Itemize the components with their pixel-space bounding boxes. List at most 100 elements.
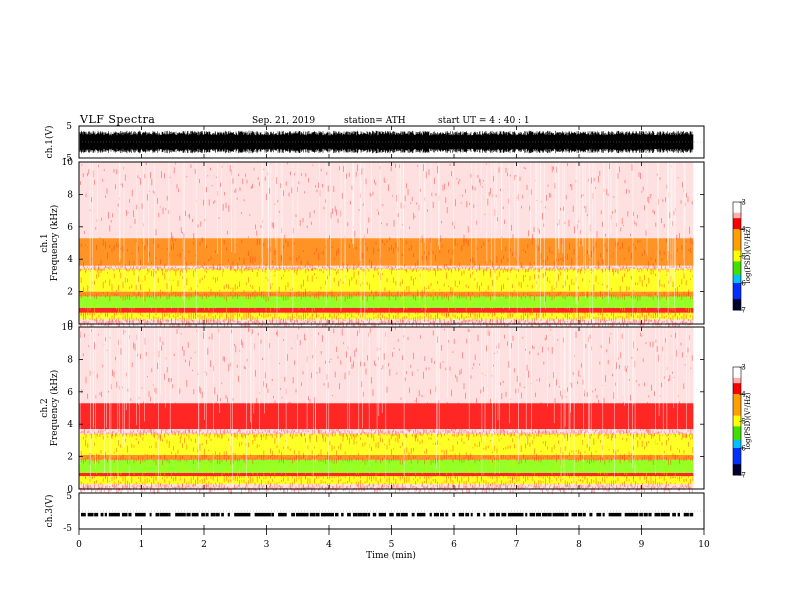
- ch1-spectrogram-yticks: 0 2 4 6 8 10: [62, 158, 704, 330]
- colorbar-cell: [733, 450, 741, 454]
- spectrogram-band-fill-3: [79, 296, 694, 308]
- colorbar-cell: [733, 402, 741, 406]
- colorbar-cell: [733, 445, 741, 449]
- colorbar-cell: [733, 229, 741, 233]
- colorbar-cell: [733, 210, 741, 214]
- ch2-spectrogram-panel: 0 2 4 6 8 10 ch.2 Frequency (kHz): [40, 323, 705, 495]
- spectrogram-band-fill-1: [79, 312, 694, 320]
- colorbar-cell: [733, 461, 741, 465]
- colorbar-cell: [733, 442, 741, 446]
- ch1-colorbar-label: log(PSD)(V²/Hz): [744, 226, 752, 283]
- xtick-label: 8: [576, 540, 582, 550]
- colorbar-cell: [733, 304, 741, 308]
- colorbar-cell: [733, 394, 741, 398]
- spectrogram-band-fill-2: [79, 472, 694, 477]
- colorbar-cell: [733, 369, 741, 373]
- colorbar-cell: [733, 239, 741, 243]
- ch3-waveform-ylabel: ch.3(V): [44, 495, 55, 528]
- ytick-label: 6: [67, 223, 73, 233]
- colorbar-cell: [733, 245, 741, 249]
- colorbar-cell: [733, 204, 741, 208]
- colorbar-cell: [733, 469, 741, 473]
- ch3-ytick-top: 5: [66, 492, 72, 502]
- colorbar-cell: [733, 375, 741, 379]
- spectrogram-band-fill-2: [79, 307, 694, 313]
- ch2-colorbar: -3 -4 -5 -6 -7 log(PSD)(V²/Hz): [732, 364, 752, 480]
- colorbar-cell: [733, 280, 741, 284]
- ytick-label: 8: [67, 355, 73, 365]
- colorbar-cell: [733, 385, 741, 390]
- spectrogram-band-fill-3: [79, 459, 694, 473]
- ch1-colorbar-gradient: [732, 201, 742, 311]
- ch1-waveform-panel: 5 -5 ch.1(V): [44, 122, 705, 164]
- ytick-label: 8: [67, 190, 73, 200]
- ytick-label: 4: [67, 255, 73, 265]
- spectrogram-band-fill-4: [79, 291, 694, 297]
- colorbar-cell: [733, 301, 741, 306]
- colorbar-cell: [733, 423, 741, 427]
- colorbar-tick-label: -4: [739, 391, 746, 399]
- colorbar-cell: [733, 404, 741, 408]
- colorbar-tick-label: -3: [739, 199, 746, 207]
- ch2-colorbar-label: log(PSD)(V²/Hz): [744, 392, 752, 449]
- ch1-spectrogram-image: [78, 162, 694, 330]
- spectrogram-band-fill-8: [79, 327, 694, 404]
- time-axis: 0 1 2 3 4 5 6 7 8 9 10: [76, 126, 710, 550]
- spectrogram-band-fill-0: [79, 319, 694, 324]
- colorbar-tick-label: -5: [739, 253, 746, 261]
- xtick-label: 10: [698, 540, 710, 550]
- colorbar-tick-label: -3: [739, 364, 746, 372]
- colorbar-cell: [733, 439, 741, 444]
- spectrogram-band-fill-7: [79, 238, 694, 266]
- spectrogram-band-fill-8: [79, 162, 694, 239]
- xtick-label: 2: [201, 540, 207, 550]
- colorbar-cell: [733, 242, 741, 246]
- ch1-colorbar: -3 -4 -5 -6 -7 log(PSD)(V²/Hz): [732, 199, 752, 315]
- ch1-spectrogram-ylabel-frequency: Frequency (kHz): [49, 205, 60, 282]
- ytick-label: 6: [67, 388, 73, 398]
- ytick-label: 0: [67, 485, 73, 495]
- ch1-ytick-top: 5: [66, 122, 72, 132]
- colorbar-cell: [733, 299, 741, 303]
- colorbar-cell: [733, 388, 741, 392]
- xtick-label: 9: [639, 540, 645, 550]
- colorbar-cell: [733, 202, 741, 206]
- colorbar-cell: [733, 288, 741, 292]
- ytick-label: 10: [62, 158, 74, 168]
- colorbar-cell: [733, 380, 741, 384]
- ch3-ytick-bottom: -5: [63, 524, 72, 534]
- colorbar-cell: [733, 377, 741, 381]
- colorbar-tick-label: -4: [739, 226, 746, 234]
- xtick-label: 5: [389, 540, 395, 550]
- colorbar-cell: [733, 291, 741, 295]
- ytick-label: 2: [67, 453, 73, 463]
- xtick-label: 4: [326, 540, 332, 550]
- station-label: station= ATH: [344, 116, 406, 126]
- ytick-label: 4: [67, 420, 73, 430]
- colorbar-cell: [733, 434, 741, 438]
- colorbar-cell: [733, 456, 741, 460]
- colorbar-cell: [733, 367, 741, 371]
- ch1-spectrogram-panel: 0 2 4 6 8 10 ch.1 Frequency (kHz): [40, 158, 705, 330]
- spectrogram-band-fill-6: [79, 429, 694, 434]
- ch2-spectrogram-image: [78, 327, 694, 495]
- colorbar-tick-label: -6: [739, 445, 746, 453]
- colorbar-cell: [733, 253, 741, 257]
- ch2-spectrogram-yticks: 0 2 4 6 8 10: [62, 323, 704, 495]
- colorbar-cell: [733, 266, 741, 270]
- colorbar-cell: [733, 410, 741, 414]
- colorbar-cell: [733, 415, 741, 419]
- colorbar-cell: [733, 431, 741, 435]
- date-label: Sep. 21, 2019: [252, 116, 315, 126]
- colorbar-cell: [733, 277, 741, 281]
- ch1-ytick-bottom: -5: [63, 154, 72, 164]
- ch1-spectrogram-ylabel-channel: ch.1: [40, 233, 50, 252]
- colorbar-cell: [733, 261, 741, 265]
- spectrogram-band-8: [78, 327, 694, 410]
- colorbar-cell: [733, 215, 741, 219]
- ch1-waveform-ylabel: ch.1(V): [44, 126, 55, 159]
- time-axis-label: Time (min): [366, 550, 416, 561]
- spectrogram-streaks: [89, 162, 686, 324]
- colorbar-cell: [733, 220, 741, 225]
- xtick-label: 0: [76, 540, 82, 550]
